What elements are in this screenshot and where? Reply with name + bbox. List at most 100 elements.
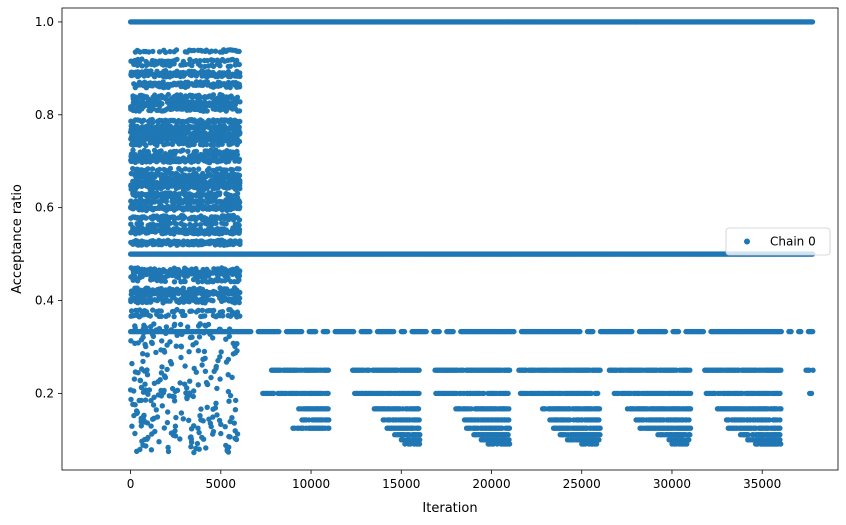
data-point <box>237 73 243 80</box>
data-point <box>416 425 422 431</box>
data-point <box>777 390 783 397</box>
data-point <box>229 167 236 173</box>
data-point <box>416 417 422 423</box>
data-point <box>416 390 422 397</box>
data-point <box>236 138 243 145</box>
data-point <box>299 328 305 335</box>
data-point <box>436 328 442 335</box>
data-point <box>675 328 682 335</box>
data-point <box>687 432 693 438</box>
data-point <box>203 239 210 246</box>
data-point <box>195 242 202 248</box>
data-point <box>401 328 408 335</box>
data-point <box>236 205 242 212</box>
data-point <box>325 390 331 397</box>
data-point <box>150 205 156 212</box>
data-point <box>231 135 238 141</box>
data-point <box>195 96 201 102</box>
data-point <box>143 142 149 149</box>
data-point <box>423 328 429 335</box>
data-point <box>234 94 241 101</box>
data-point <box>325 406 331 412</box>
data-point <box>187 205 193 212</box>
data-point <box>778 406 784 412</box>
data-point <box>171 96 177 102</box>
data-point <box>687 425 694 431</box>
data-point <box>138 239 145 246</box>
data-point <box>505 390 511 397</box>
data-point <box>505 432 511 438</box>
data-point <box>225 68 232 75</box>
data-point <box>189 138 195 145</box>
data-point <box>596 417 602 423</box>
data-point <box>629 328 635 335</box>
data-point <box>687 367 693 373</box>
data-point <box>212 48 219 54</box>
data-point <box>182 95 189 101</box>
data-point <box>809 19 816 25</box>
data-point <box>593 441 600 447</box>
data-point <box>511 328 517 335</box>
data-point <box>143 241 150 248</box>
data-point <box>777 417 783 423</box>
data-point <box>189 94 195 100</box>
data-point <box>450 328 456 335</box>
data-point <box>167 165 174 172</box>
data-point <box>684 441 690 447</box>
data-point <box>367 328 373 335</box>
data-point <box>596 406 603 412</box>
data-point <box>248 328 254 335</box>
data-point <box>810 367 816 373</box>
data-point <box>134 205 140 211</box>
data-point <box>234 68 240 75</box>
points-layer <box>127 19 816 456</box>
data-point <box>687 406 694 412</box>
data-point <box>506 417 512 423</box>
data-point <box>777 432 783 438</box>
data-point <box>777 425 783 431</box>
data-point <box>204 205 210 211</box>
data-point <box>141 205 147 211</box>
data-point <box>175 136 182 142</box>
data-point <box>136 135 143 141</box>
data-point <box>149 166 156 172</box>
data-point <box>416 441 423 447</box>
data-point <box>227 73 234 80</box>
data-point <box>150 48 156 55</box>
data-point <box>162 95 168 102</box>
data-point <box>210 69 216 76</box>
data-point <box>324 328 331 335</box>
data-point <box>506 425 513 431</box>
data-point <box>700 328 707 335</box>
data-point <box>191 68 197 75</box>
data-point <box>391 328 397 335</box>
data-point <box>778 367 784 373</box>
data-point <box>236 166 242 172</box>
data-point <box>778 328 784 335</box>
data-point <box>174 56 180 63</box>
data-point <box>810 328 816 335</box>
data-point <box>577 328 583 335</box>
data-point <box>276 328 282 335</box>
data-point <box>173 47 180 53</box>
data-point <box>228 94 234 101</box>
data-point <box>506 441 513 447</box>
data-point <box>174 242 180 248</box>
data-point <box>590 328 596 335</box>
data-point <box>180 135 187 142</box>
data-point <box>597 425 603 431</box>
data-point <box>808 390 815 397</box>
data-point <box>595 390 601 397</box>
data-point <box>185 148 191 154</box>
data-point <box>662 328 669 335</box>
data-point <box>154 68 160 75</box>
data-point <box>597 432 603 438</box>
data-point <box>201 95 208 101</box>
data-point <box>225 205 232 211</box>
data-point <box>788 328 794 335</box>
data-point <box>148 68 154 74</box>
data-point <box>778 441 784 447</box>
data-point <box>798 328 804 335</box>
